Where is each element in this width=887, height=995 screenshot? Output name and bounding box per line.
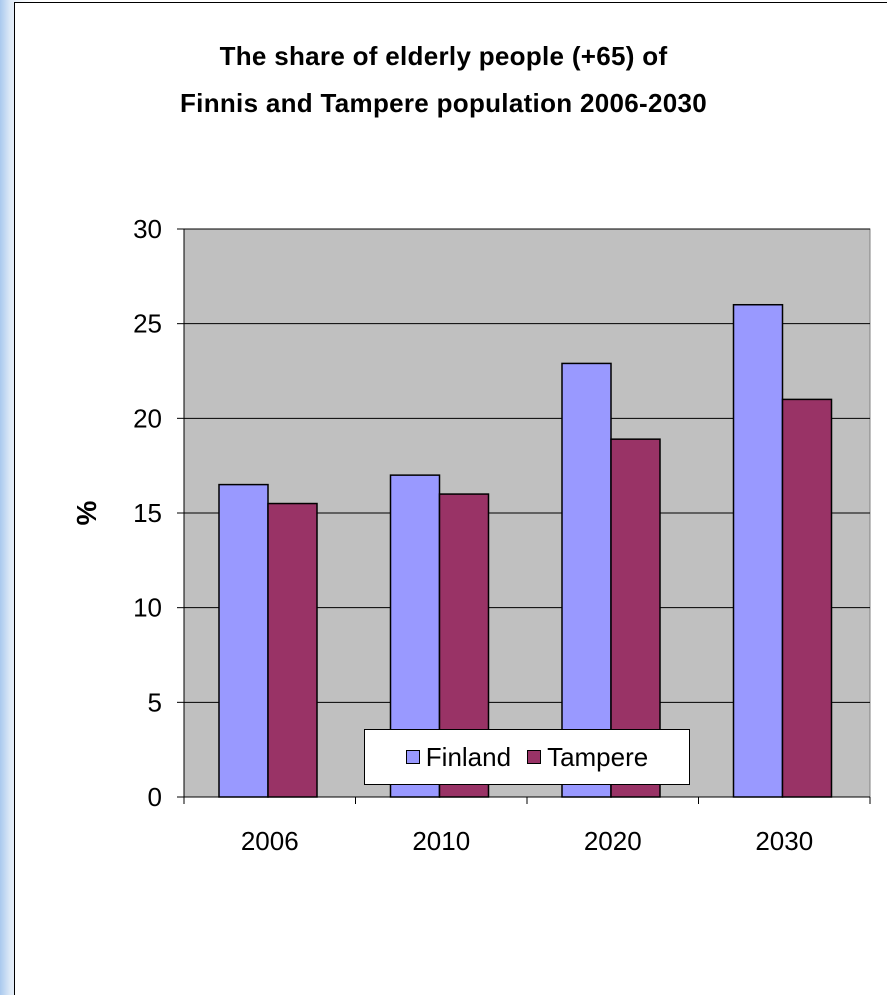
legend-item-tampere: Tampere: [527, 742, 648, 773]
y-axis-label: %: [71, 500, 102, 525]
bar-tampere-2030: [781, 398, 833, 798]
bar-finland-2030: [732, 303, 784, 798]
legend-label-tampere: Tampere: [547, 741, 649, 772]
legend-swatch-finland: [405, 750, 420, 764]
legend: Finland Tampere: [364, 729, 690, 785]
y-tick-label: 25: [133, 309, 162, 339]
x-tick-label: 2010: [412, 826, 470, 856]
y-tick-label: 30: [133, 214, 162, 244]
y-tick-label: 10: [133, 593, 162, 623]
x-tick-label: 2006: [241, 826, 299, 856]
legend-label-finland: Finland: [425, 741, 512, 772]
y-tick-label: 5: [148, 687, 162, 717]
chart-title-line-1: The share of elderly people (+65) of: [219, 41, 668, 71]
bar-tampere-2006: [267, 502, 318, 798]
bar-finland-2006: [218, 483, 269, 798]
bar-finland-2020: [561, 362, 612, 798]
x-tick-label: 2030: [755, 826, 813, 856]
y-tick-label: 0: [148, 782, 162, 812]
y-tick-label: 20: [133, 403, 162, 433]
legend-item-finland: Finland: [405, 741, 512, 773]
x-tick-label: 2020: [584, 826, 642, 856]
chart-title-line-2: Finnis and Tampere population 2006-2030: [179, 88, 707, 118]
legend-swatch-tampere: [527, 750, 542, 764]
y-tick-label: 15: [133, 498, 162, 528]
